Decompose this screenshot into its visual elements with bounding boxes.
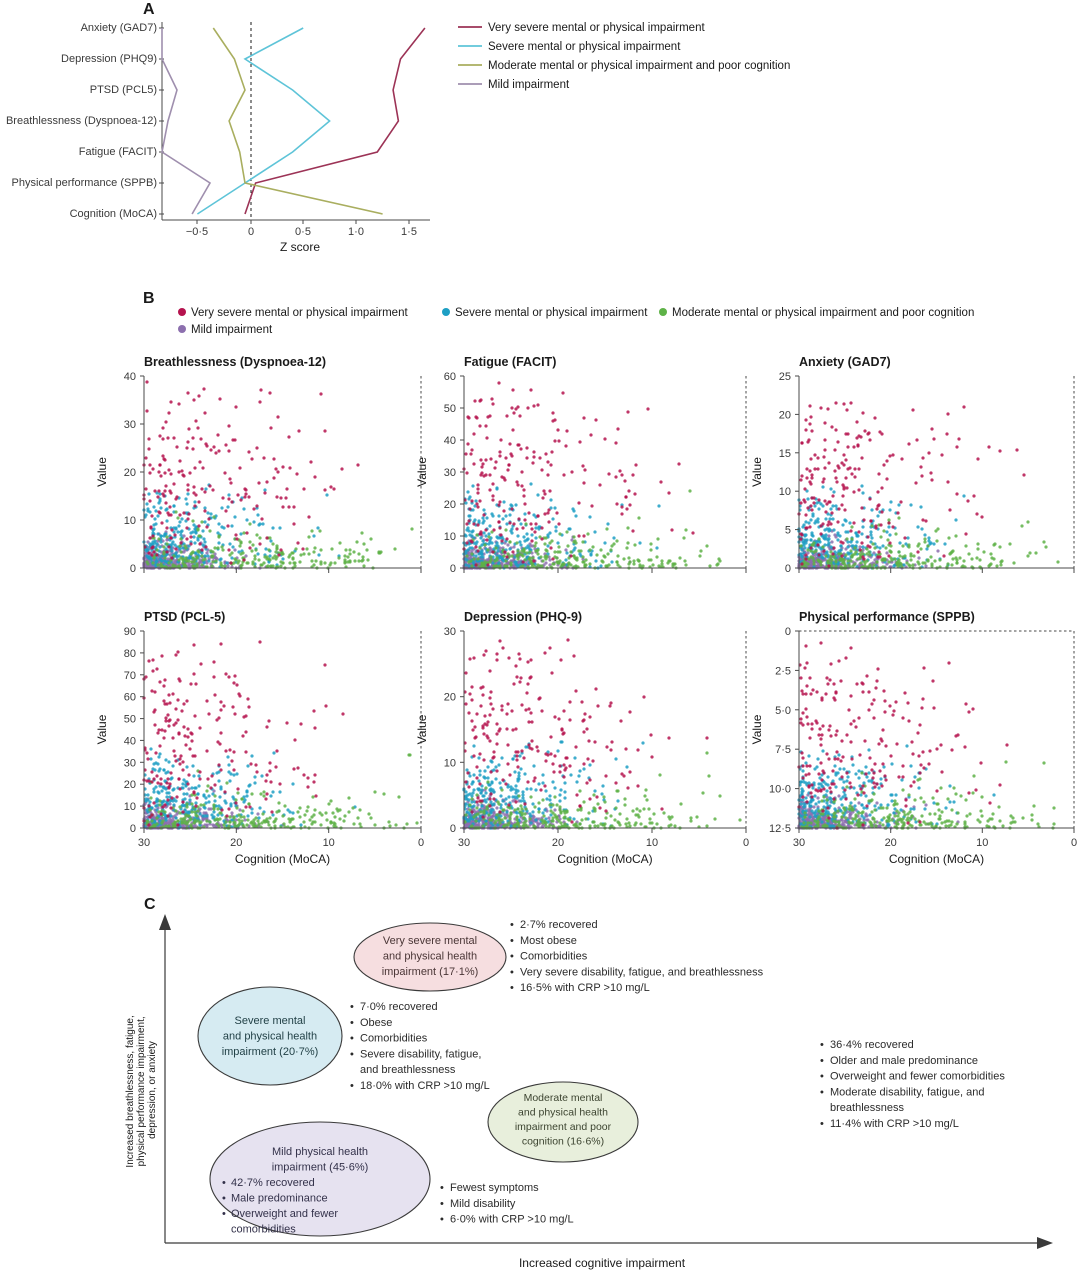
svg-text:Cognition (MoCA): Cognition (MoCA)	[235, 852, 330, 866]
svg-text:60: 60	[444, 371, 456, 383]
svg-text:Fatigue (FACIT): Fatigue (FACIT)	[464, 355, 556, 369]
svg-text:Depression (PHQ9): Depression (PHQ9)	[61, 53, 157, 65]
svg-text:Anxiety (GAD7): Anxiety (GAD7)	[799, 355, 891, 369]
svg-text:Moderate mental or physical im: Moderate mental or physical impairment a…	[672, 307, 974, 319]
svg-text:90: 90	[124, 626, 136, 638]
svg-text:Breathlessness (Dyspnoea-12): Breathlessness (Dyspnoea-12)	[144, 355, 326, 369]
svg-text:Severe mental or physical impa: Severe mental or physical impairment	[488, 41, 681, 53]
svg-text:Severe mental or physical impa: Severe mental or physical impairment	[455, 307, 648, 319]
svg-text:20: 20	[124, 467, 136, 479]
svg-text:1·5: 1·5	[401, 226, 417, 238]
svg-text:Z score: Z score	[280, 240, 320, 254]
svg-text:1·0: 1·0	[348, 226, 364, 238]
svg-text:B: B	[143, 290, 155, 307]
svg-text:5: 5	[785, 525, 791, 537]
svg-text:40: 40	[444, 435, 456, 447]
svg-text:Physical performance (SPPB): Physical performance (SPPB)	[12, 177, 158, 189]
svg-text:Very severe mental or physical: Very severe mental or physical impairmen…	[488, 22, 705, 34]
svg-text:20: 20	[444, 499, 456, 511]
svg-text:0: 0	[130, 823, 136, 835]
svg-text:−0·5: −0·5	[186, 226, 208, 238]
svg-text:Breathlessness (Dyspnoea-12): Breathlessness (Dyspnoea-12)	[6, 115, 157, 127]
svg-text:Value: Value	[415, 457, 429, 487]
svg-text:Value: Value	[95, 457, 109, 487]
svg-text:0: 0	[248, 226, 254, 238]
svg-text:Mild impairment: Mild impairment	[191, 324, 273, 336]
svg-text:50: 50	[444, 403, 456, 415]
svg-text:Value: Value	[750, 457, 764, 487]
svg-text:Fatigue (FACIT): Fatigue (FACIT)	[79, 146, 157, 158]
svg-text:30: 30	[138, 837, 150, 849]
svg-text:30: 30	[444, 467, 456, 479]
svg-text:Moderate mental or physical im: Moderate mental or physical impairment a…	[488, 60, 790, 72]
svg-text:PTSD (PCL5): PTSD (PCL5)	[90, 84, 157, 96]
svg-text:Value: Value	[95, 714, 109, 744]
svg-text:80: 80	[124, 648, 136, 660]
svg-text:40: 40	[124, 371, 136, 383]
svg-text:0·5: 0·5	[295, 226, 311, 238]
svg-text:50: 50	[124, 714, 136, 726]
svg-text:0: 0	[130, 563, 136, 575]
svg-text:10: 10	[124, 515, 136, 527]
svg-text:10: 10	[779, 486, 791, 498]
svg-text:10: 10	[323, 837, 335, 849]
svg-text:30: 30	[124, 419, 136, 431]
svg-text:A: A	[143, 1, 155, 18]
svg-text:10: 10	[444, 531, 456, 543]
svg-text:Mild impairment: Mild impairment	[488, 79, 570, 91]
svg-text:40: 40	[124, 735, 136, 747]
svg-text:20: 20	[124, 779, 136, 791]
svg-text:PTSD (PCL-5): PTSD (PCL-5)	[144, 610, 225, 624]
svg-text:0: 0	[418, 837, 424, 849]
svg-text:20: 20	[779, 409, 791, 421]
svg-text:Cognition (MoCA): Cognition (MoCA)	[70, 208, 157, 220]
svg-text:Depression (PHQ-9): Depression (PHQ-9)	[464, 610, 582, 624]
svg-text:Very severe mental or physical: Very severe mental or physical impairmen…	[191, 307, 408, 319]
svg-text:25: 25	[779, 371, 791, 383]
svg-text:0: 0	[785, 563, 791, 575]
svg-text:15: 15	[779, 448, 791, 460]
svg-text:10: 10	[124, 801, 136, 813]
svg-text:Anxiety (GAD7): Anxiety (GAD7)	[81, 22, 157, 34]
svg-text:20: 20	[230, 837, 242, 849]
svg-text:0: 0	[450, 563, 456, 575]
svg-text:70: 70	[124, 670, 136, 682]
svg-text:30: 30	[124, 757, 136, 769]
svg-text:60: 60	[124, 692, 136, 704]
